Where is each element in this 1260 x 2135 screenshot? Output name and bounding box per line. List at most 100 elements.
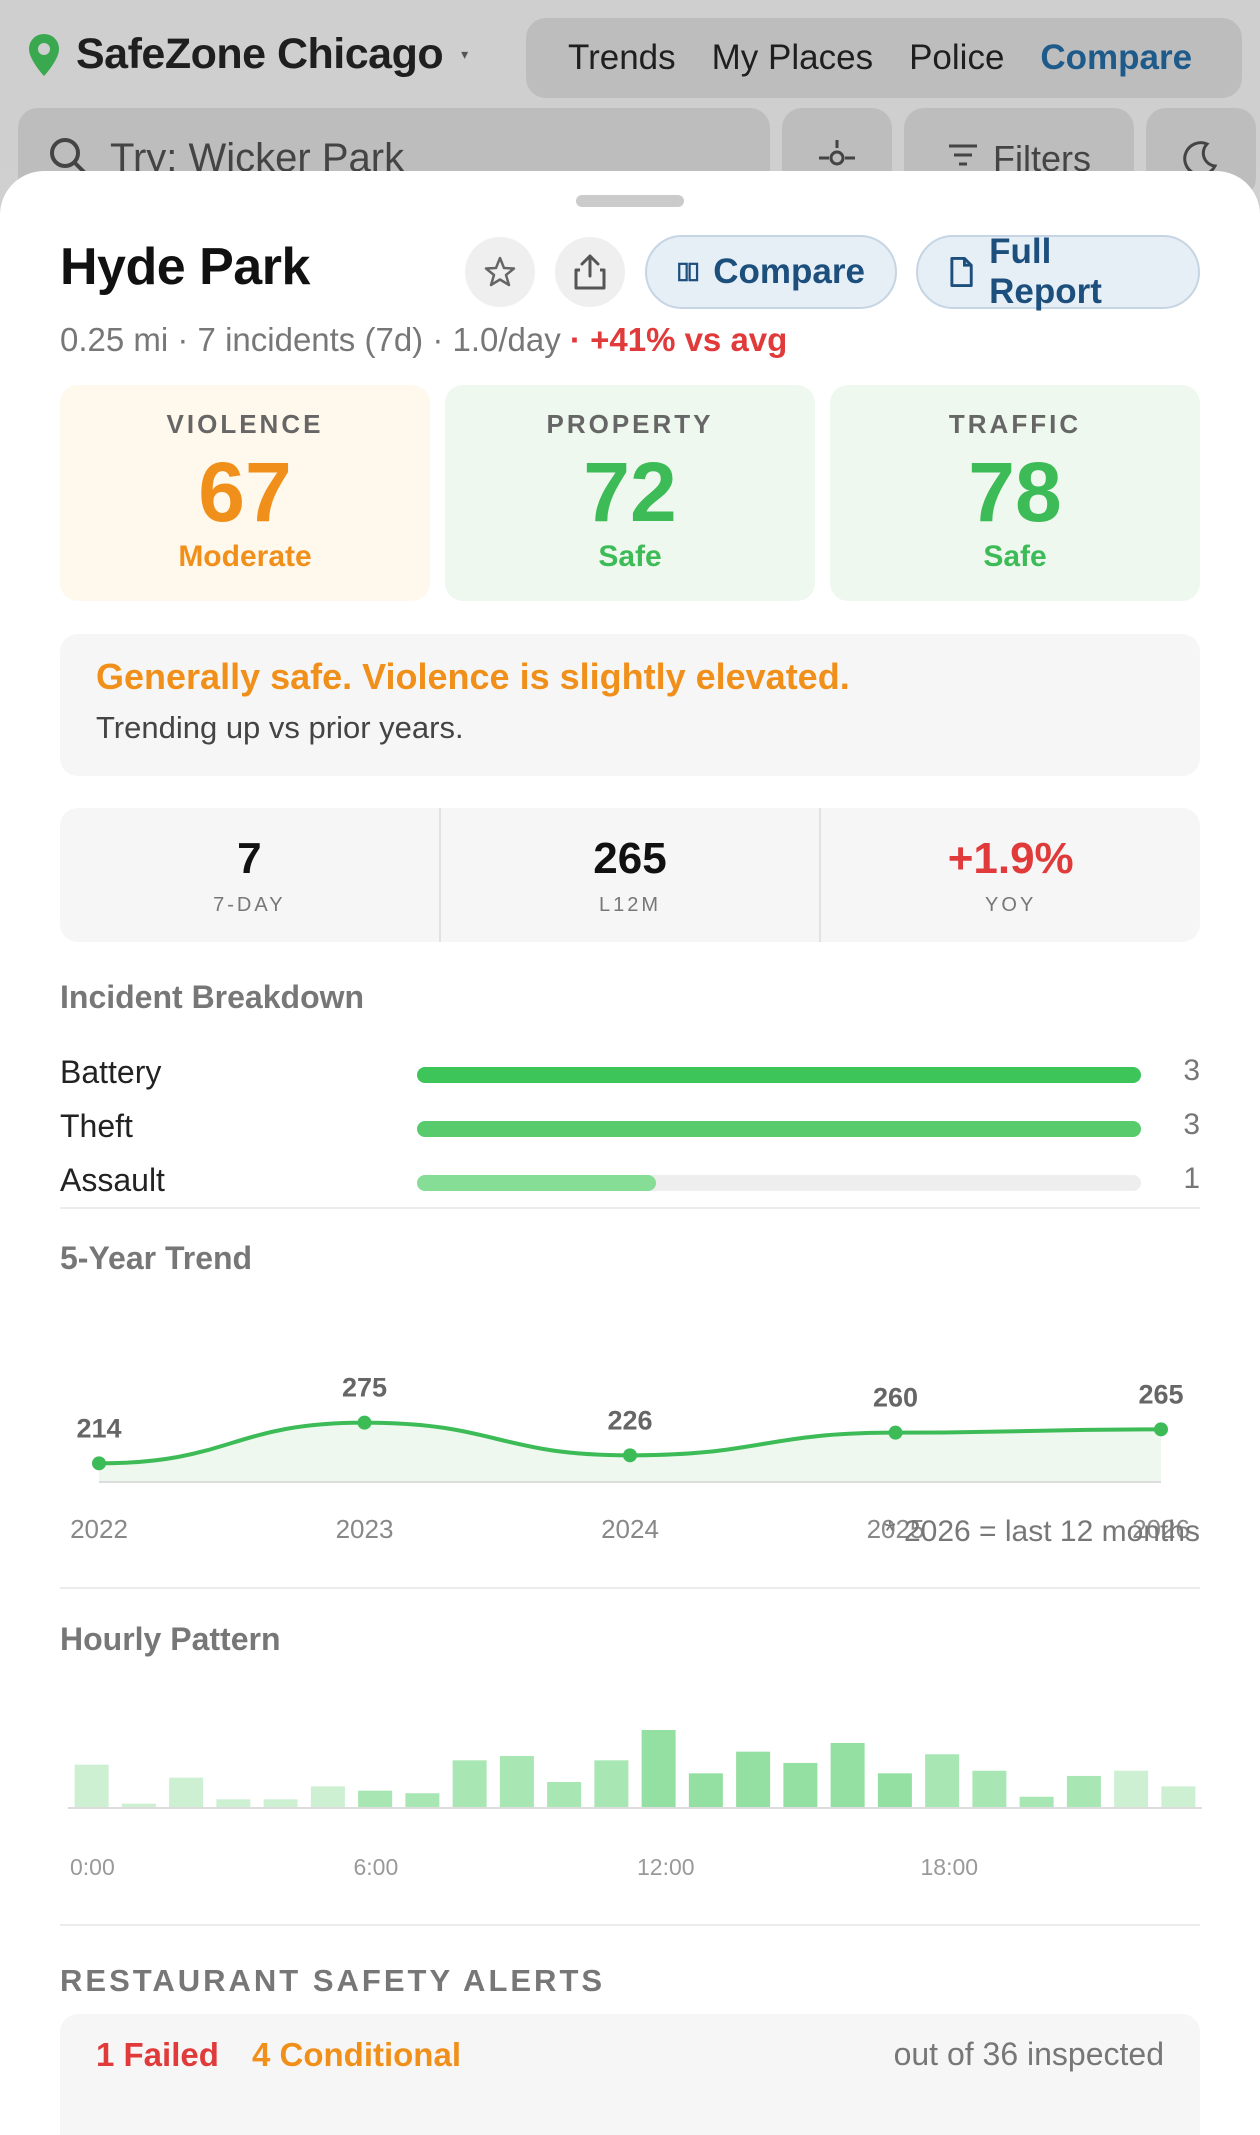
hourly-bar [263, 1799, 298, 1808]
crosshair-icon [819, 140, 855, 166]
nav-my-places[interactable]: My Places [711, 38, 874, 77]
breakdown-bar-fill [417, 1175, 656, 1191]
search-icon [50, 138, 87, 175]
breakdown-row-theft: Theft 3 [60, 1108, 1200, 1148]
alerts-title: RESTAURANT SAFETY ALERTS [60, 1963, 606, 1998]
trend-chart: 214 2022 275 2023 226 2024 260 2025 265 2026 [70, 1373, 1190, 1544]
trend-footnote: * 2026 = last 12 months [883, 1515, 1200, 1548]
score-status: Moderate [178, 540, 312, 573]
compare-button[interactable]: Compare [645, 235, 897, 309]
trend-point [92, 1456, 106, 1471]
trend-point [1154, 1422, 1168, 1437]
full-report-button[interactable]: Full Report [916, 232, 1200, 311]
hourly-bar [121, 1803, 156, 1808]
favorite-button[interactable] [465, 237, 535, 307]
star-icon [484, 256, 516, 287]
breakdown-bar-track [417, 1175, 1141, 1191]
score-card-property: PROPERTY 72 Safe [445, 385, 815, 601]
score-label: PROPERTY [546, 409, 714, 439]
stat-label: YOY [985, 894, 1037, 916]
hourly-bar [1019, 1796, 1054, 1808]
score-status: Safe [983, 540, 1047, 573]
summary-detail: Trending up vs prior years. [96, 710, 464, 745]
nav-compare[interactable]: Compare [1040, 38, 1193, 77]
hourly-bar [688, 1773, 723, 1808]
hourly-bar [405, 1793, 440, 1808]
score-value: 72 [583, 445, 677, 539]
hourly-bar [1066, 1775, 1101, 1808]
breakdown-row-assault: Assault 1 [60, 1162, 1200, 1202]
app-name: SafeZone Chicago [76, 30, 444, 78]
stats-row: 7 7-DAY 265 L12M +1.9% YOY [60, 808, 1200, 942]
hourly-bar [641, 1730, 676, 1808]
caret-down-icon: ▾ [461, 46, 469, 62]
stat-7-day: 7 7-DAY [60, 808, 441, 942]
breakdown-count: 1 [1183, 1162, 1200, 1195]
score-value: 78 [968, 445, 1062, 539]
breakdown-label: Battery [60, 1054, 162, 1090]
stat-label: 7-DAY [213, 894, 286, 916]
hourly-bar [169, 1777, 204, 1808]
stat-l12m: 265 L12M [441, 808, 822, 942]
stat-value: 265 [593, 834, 667, 883]
full-report-label: Full Report [989, 232, 1102, 311]
stat-label: L12M [598, 894, 662, 916]
hourly-bar [830, 1743, 865, 1808]
divider [60, 1924, 1200, 1926]
trend-value-label: 214 [76, 1413, 121, 1443]
columns-icon [678, 262, 699, 282]
hourly-bar [216, 1799, 251, 1808]
hourly-bar [877, 1773, 912, 1808]
filter-icon [949, 144, 977, 166]
trend-value-label: 260 [873, 1383, 918, 1413]
score-card-traffic: TRAFFIC 78 Safe [830, 385, 1200, 601]
stat-yoy: +1.9% YOY [821, 808, 1200, 942]
trend-x-label: 2022 [70, 1514, 128, 1544]
hourly-bar [1161, 1786, 1196, 1808]
hourly-tick-label: 18:00 [921, 1854, 979, 1880]
document-icon [950, 256, 973, 288]
trend-point [623, 1448, 637, 1463]
brand[interactable]: SafeZone Chicago ▾ [26, 30, 468, 79]
place-meta: 0.25 mi · 7 incidents (7d) · 1.0/day · +… [60, 321, 788, 358]
hourly-bar [972, 1770, 1007, 1808]
summary-headline: Generally safe. Violence is slightly ele… [96, 656, 850, 697]
trend-x-label: 2026 [1132, 1514, 1190, 1544]
hourly-tick-label: 6:00 [354, 1854, 399, 1880]
hourly-tick-label: 12:00 [637, 1854, 695, 1880]
trend-value-label: 226 [607, 1405, 652, 1435]
hourly-title: Hourly Pattern [60, 1621, 281, 1657]
trend-value-label: 275 [342, 1373, 387, 1403]
breakdown-label: Assault [60, 1162, 165, 1198]
failed-count: 1 Failed [96, 2036, 219, 2073]
score-label: VIOLENCE [166, 409, 324, 439]
share-button[interactable] [555, 237, 625, 307]
distance: 0.25 mi [60, 321, 169, 358]
sheet-grabber[interactable] [576, 195, 684, 207]
hourly-bar [547, 1782, 582, 1808]
nav-police[interactable]: Police [909, 38, 1005, 77]
trend-x-label: 2025 [867, 1514, 925, 1544]
score-label: TRAFFIC [948, 409, 1082, 439]
per-day-rate: 1.0/day [452, 321, 561, 358]
compare-label: Compare [713, 252, 865, 291]
place-title: Hyde Park [60, 238, 310, 296]
breakdown-bar-track [417, 1121, 1141, 1137]
safety-summary: Generally safe. Violence is slightly ele… [60, 634, 1200, 776]
hourly-bar [736, 1751, 771, 1808]
delta-vs-avg: +41% vs avg [590, 321, 788, 358]
hourly-bar [1114, 1770, 1149, 1808]
breakdown-count: 3 [1183, 1108, 1200, 1141]
breakdown-row-battery: Battery 3 [60, 1054, 1200, 1094]
nav-trends[interactable]: Trends [568, 38, 676, 77]
breakdown-count: 3 [1183, 1054, 1200, 1087]
breakdown-bar-track [417, 1067, 1141, 1083]
share-icon [574, 254, 606, 290]
hourly-bar [499, 1756, 534, 1808]
score-value: 67 [198, 445, 292, 539]
restaurant-alert-card[interactable]: 1 Failed 4 Conditional out of 36 inspect… [60, 2014, 1200, 2135]
stat-value: +1.9% [947, 834, 1074, 883]
incident-count: 7 incidents (7d) [197, 321, 424, 358]
location-pin-icon [29, 33, 59, 76]
main-nav: Trends My Places Police Compare [526, 18, 1242, 98]
